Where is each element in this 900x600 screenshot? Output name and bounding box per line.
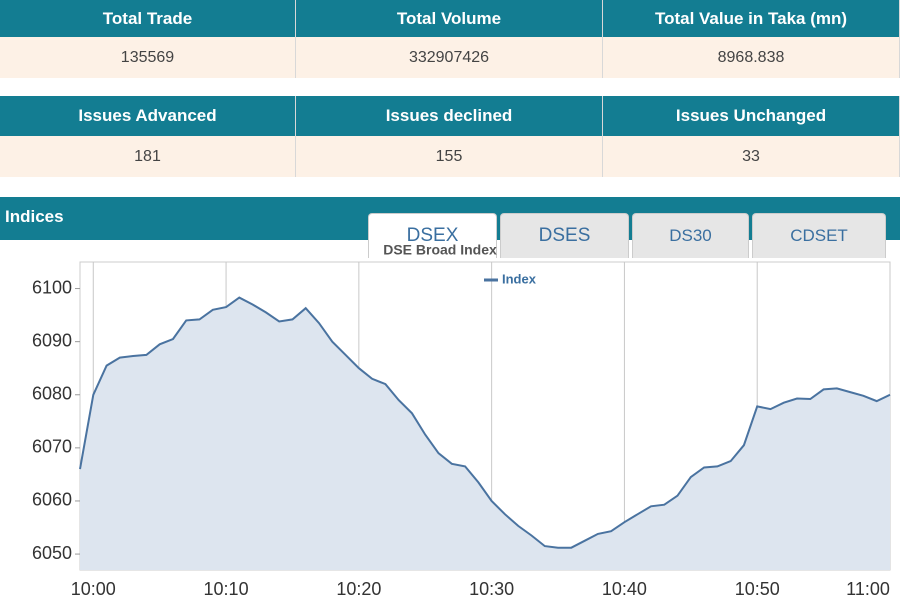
header-cell: Issues declined [296, 96, 603, 136]
x-tick-label: 10:00 [71, 579, 116, 599]
tab[interactable]: CDSET [752, 213, 886, 258]
tab[interactable]: DSES [500, 213, 629, 258]
legend-label: Index [502, 271, 537, 286]
value-cell: 8968.838 [603, 37, 900, 78]
x-tick-label: 10:20 [336, 579, 381, 599]
chart-title: DSE Broad Index [383, 242, 497, 258]
section-title: Indices [5, 207, 64, 226]
value-row: 181 155 33 [0, 136, 900, 177]
value-row: 135569 332907426 8968.838 [0, 37, 900, 78]
y-tick-label: 6080 [32, 384, 72, 404]
x-tick-label: 10:10 [204, 579, 249, 599]
header-cell: Issues Unchanged [603, 96, 900, 136]
header-cell: Issues Advanced [0, 96, 296, 136]
value-cell: 135569 [0, 37, 296, 78]
header-row: Total Trade Total Volume Total Value in … [0, 0, 900, 37]
x-tick-label: 10:50 [735, 579, 780, 599]
tab[interactable]: DS30 [632, 213, 749, 258]
header-row: Issues Advanced Issues declined Issues U… [0, 96, 900, 136]
area [80, 297, 890, 570]
chart: DSE Broad Index 10:00 10:10 10:20 10:30 10:4… [32, 242, 891, 599]
y-tick-label: 6060 [32, 490, 72, 510]
header-cell: Total Volume [296, 0, 603, 37]
x-tick-label: 11:00 [846, 579, 890, 599]
y-tick-label: 6090 [32, 330, 72, 350]
header-cell: Total Value in Taka (mn) [603, 0, 900, 37]
header-cell: Total Trade [0, 0, 296, 37]
value-cell: 332907426 [296, 37, 603, 78]
line [79, 296, 891, 549]
y-tick-label: 6070 [32, 437, 72, 457]
y-tick-label: 6100 [32, 277, 72, 297]
value-cell: 181 [0, 136, 296, 177]
y-tick-label: 6050 [32, 543, 72, 563]
value-cell: 155 [296, 136, 603, 177]
x-tick-label: 10:30 [469, 579, 514, 599]
value-cell: 33 [603, 136, 900, 177]
x-tick-label: 10:40 [602, 579, 647, 599]
tab[interactable]: DSEX [368, 213, 497, 258]
